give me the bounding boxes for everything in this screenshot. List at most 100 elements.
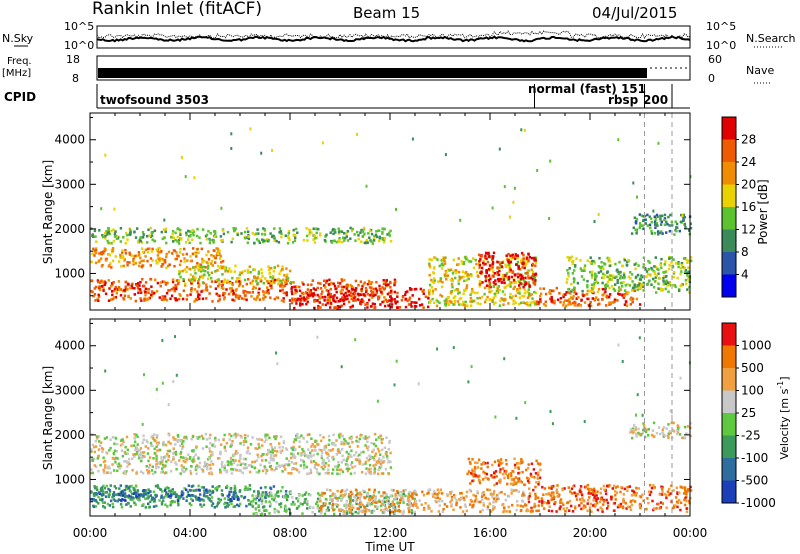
scatter-cell [516, 260, 520, 264]
scatter-cell [525, 258, 528, 262]
scatter-cell [113, 296, 116, 299]
scatter-cell [580, 298, 583, 302]
scatter-cell [198, 283, 201, 287]
scatter-cell [352, 288, 355, 291]
scatter-cell [225, 288, 228, 291]
scatter-cell [376, 447, 380, 451]
scatter-cell [102, 456, 105, 460]
scatter-cell [594, 275, 597, 279]
scatter-cell [134, 261, 137, 265]
scatter-cell [621, 505, 625, 508]
scatter-cell [198, 461, 202, 465]
scatter-cell [377, 436, 381, 439]
scatter-cell [230, 132, 233, 136]
scatter-cell [592, 286, 595, 289]
scatter-cell [350, 294, 353, 297]
scatter-cell [292, 455, 295, 459]
scatter-cell [260, 279, 263, 282]
scatter-cell [414, 499, 418, 503]
scatter-cell [357, 283, 360, 287]
scatter-cell [199, 498, 202, 501]
scatter-cell [660, 266, 663, 270]
scatter-cell [375, 230, 378, 233]
scatter-cell [573, 265, 577, 269]
scatter-cell [681, 283, 684, 286]
scatter-cell [97, 280, 100, 284]
scatter-cell [100, 265, 104, 268]
scatter-cell [270, 286, 273, 290]
scatter-cell [320, 507, 323, 511]
scatter-cell [313, 466, 316, 469]
scatter-cell [355, 498, 358, 502]
nsky-series [96, 35, 691, 43]
scatter-cell [123, 288, 126, 292]
scatter-cell [635, 217, 639, 221]
scatter-cell [220, 284, 224, 288]
scatter-cell [107, 228, 110, 232]
scatter-cell [117, 260, 121, 263]
scatter-cell [389, 239, 393, 243]
scatter-cell [384, 283, 388, 287]
scatter-cell [163, 295, 167, 298]
scatter-cell [450, 490, 453, 494]
scatter-cell [361, 235, 364, 238]
scatter-cell [188, 502, 191, 505]
scatter-cell [473, 499, 477, 503]
scatter-cell [383, 227, 386, 231]
scatter-cell [396, 501, 399, 505]
scatter-cell [233, 299, 236, 302]
scatter-cell [179, 472, 182, 475]
scatter-cell [360, 287, 363, 291]
scatter-cell [180, 464, 183, 467]
scatter-cell [308, 231, 312, 234]
scatter-cell [212, 255, 215, 258]
scatter-cell [657, 268, 660, 272]
scatter-cell [257, 232, 260, 235]
scatter-cell [358, 492, 361, 496]
scatter-cell [244, 230, 247, 234]
scatter-cell [293, 306, 296, 310]
nsearch-series [96, 30, 691, 39]
scatter-cell [243, 488, 247, 491]
scatter-cell [99, 463, 102, 467]
scatter-cell [379, 504, 383, 508]
scatter-cell [392, 510, 395, 514]
scatter-cell [345, 235, 348, 238]
scatter-cell [457, 292, 460, 295]
scatter-cell [161, 237, 164, 241]
scatter-cell [124, 241, 127, 245]
scatter-cell [523, 503, 527, 506]
scatter-cell [597, 213, 600, 216]
scatter-cell [362, 489, 365, 493]
scatter-cell [150, 435, 153, 439]
scatter-cell [258, 241, 262, 245]
scatter-cell [385, 436, 388, 439]
scatter-cell [370, 289, 373, 293]
scatter-cell [428, 262, 431, 266]
scatter-cell [106, 239, 109, 243]
scatter-cell [667, 215, 670, 219]
scatter-cell [601, 297, 604, 301]
scatter-cell [378, 236, 381, 240]
scatter-cell [596, 508, 600, 512]
scatter-cell [388, 291, 391, 294]
scatter-cell [293, 438, 297, 441]
scatter-cell [650, 283, 653, 286]
scatter-cell [329, 295, 332, 299]
scatter-cell [229, 486, 233, 490]
scatter-cell [452, 296, 455, 300]
scatter-cell [471, 290, 474, 294]
scatter-cell [217, 284, 220, 288]
scatter-cell [642, 263, 645, 266]
scatter-cell [118, 493, 121, 496]
scatter-cell [509, 268, 512, 272]
colorbar-tick-label-1: 8 [741, 245, 749, 259]
scatter-cell [283, 465, 286, 468]
scatter-cell [264, 486, 267, 489]
scatter-cell [559, 300, 562, 304]
scatter-cell [238, 459, 241, 463]
scatter-cell [378, 239, 381, 243]
scatter-cell [94, 299, 97, 302]
scatter-cell [147, 288, 151, 291]
scatter-cell [99, 498, 102, 501]
